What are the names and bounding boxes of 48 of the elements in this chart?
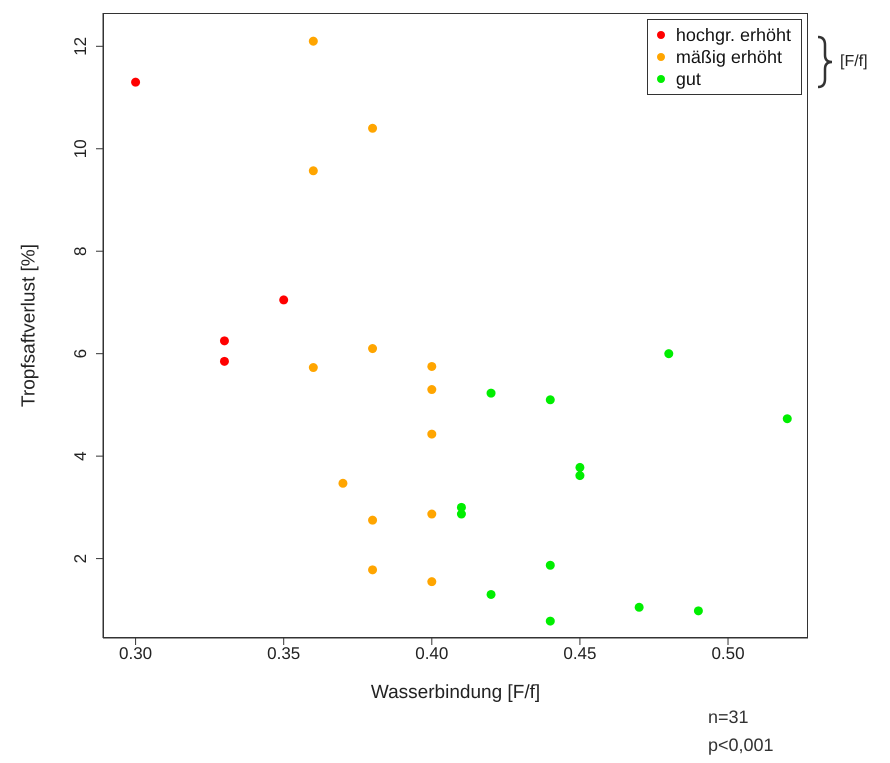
point bbox=[279, 295, 288, 304]
y-tick-label: 2 bbox=[71, 554, 90, 564]
point bbox=[308, 36, 318, 46]
point bbox=[308, 166, 318, 176]
x-tick-label: 0.30 bbox=[119, 644, 152, 664]
legend-label: hochgr. erhöht bbox=[676, 24, 791, 46]
x-tick-label: 0.35 bbox=[267, 644, 300, 664]
point bbox=[427, 510, 436, 519]
point bbox=[486, 590, 496, 599]
y-tick-label: 10 bbox=[71, 139, 90, 158]
x-tick-label: 0.50 bbox=[711, 644, 745, 664]
point bbox=[427, 385, 436, 394]
point bbox=[575, 471, 584, 480]
y-tick-label: 12 bbox=[71, 36, 90, 56]
point bbox=[131, 78, 140, 87]
legend-label: gut bbox=[676, 68, 701, 90]
y-axis-title: Tropfsaftverlust [%] bbox=[18, 244, 40, 407]
point bbox=[546, 616, 555, 626]
x-tick-label: 0.40 bbox=[415, 644, 448, 664]
point bbox=[634, 602, 644, 612]
point bbox=[308, 363, 318, 372]
point bbox=[220, 336, 229, 346]
point bbox=[456, 510, 466, 519]
text: p<0,001 bbox=[708, 734, 774, 757]
y-tick-label: 4 bbox=[71, 451, 90, 461]
text: n=31 bbox=[708, 706, 750, 729]
y-tick-label: 6 bbox=[71, 348, 90, 358]
legend-label: mäßig erhöht bbox=[676, 46, 782, 68]
point bbox=[486, 388, 496, 398]
point bbox=[664, 349, 674, 358]
text: [F/f] bbox=[840, 53, 868, 71]
point bbox=[427, 577, 436, 586]
x-tick-label: 0.45 bbox=[563, 644, 596, 664]
point bbox=[546, 560, 555, 570]
point bbox=[368, 344, 378, 354]
point bbox=[427, 430, 436, 439]
point bbox=[575, 462, 584, 472]
point bbox=[368, 124, 378, 133]
point bbox=[368, 565, 378, 574]
y-tick-label: 8 bbox=[71, 246, 90, 256]
point bbox=[220, 356, 229, 366]
point bbox=[338, 478, 348, 488]
point bbox=[427, 362, 436, 371]
x-axis-title: Wasserbindung [F/f] bbox=[370, 682, 540, 703]
point bbox=[546, 395, 555, 404]
point bbox=[782, 414, 792, 424]
point bbox=[694, 606, 703, 616]
point bbox=[368, 516, 378, 525]
